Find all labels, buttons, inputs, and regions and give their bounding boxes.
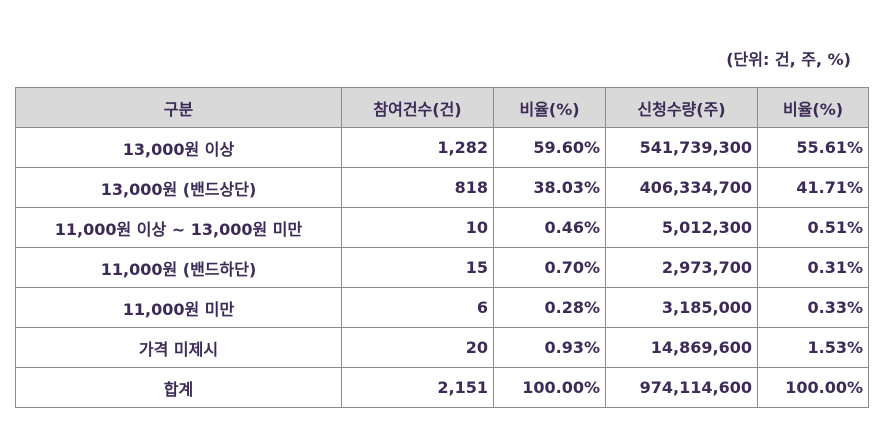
row-count: 15 [341,247,494,288]
table-row: 13,000원 이상 1,282 59.60% 541,739,300 55.6… [15,127,869,168]
unit-note: (단위: 건, 주, %) [726,50,851,69]
row-quantity: 14,869,600 [605,327,758,368]
row-count-ratio: 38.03% [493,167,606,208]
row-label: 가격 미제시 [15,327,342,368]
table-row: 13,000원 (밴드상단) 818 38.03% 406,334,700 41… [15,167,869,208]
total-count: 2,151 [341,367,494,408]
row-label: 11,000원 미만 [15,287,342,328]
row-label: 11,000원 이상 ~ 13,000원 미만 [15,207,342,248]
header-requested-quantity: 신청수량(주) [605,87,758,128]
row-quantity-ratio: 41.71% [757,167,869,208]
row-count: 20 [341,327,494,368]
table-row: 11,000원 (밴드하단) 15 0.70% 2,973,700 0.31% [15,247,869,288]
row-label: 11,000원 (밴드하단) [15,247,342,288]
table-header-row: 구분 참여건수(건) 비율(%) 신청수량(주) 비율(%) [15,87,869,128]
demand-forecast-table: 구분 참여건수(건) 비율(%) 신청수량(주) 비율(%) 13,000원 이… [15,87,869,408]
row-quantity: 406,334,700 [605,167,758,208]
row-count: 818 [341,167,494,208]
header-category: 구분 [15,87,342,128]
total-quantity-ratio: 100.00% [757,367,869,408]
row-quantity: 5,012,300 [605,207,758,248]
row-quantity: 541,739,300 [605,127,758,168]
total-count-ratio: 100.00% [493,367,606,408]
row-quantity: 2,973,700 [605,247,758,288]
row-label: 13,000원 이상 [15,127,342,168]
header-participation-count: 참여건수(건) [341,87,494,128]
row-quantity-ratio: 0.51% [757,207,869,248]
row-count-ratio: 0.70% [493,247,606,288]
header-quantity-ratio: 비율(%) [757,87,869,128]
row-count: 6 [341,287,494,328]
table-row: 가격 미제시 20 0.93% 14,869,600 1.53% [15,327,869,368]
row-quantity-ratio: 0.33% [757,287,869,328]
row-count-ratio: 0.46% [493,207,606,248]
table-row: 11,000원 이상 ~ 13,000원 미만 10 0.46% 5,012,3… [15,207,869,248]
row-quantity-ratio: 55.61% [757,127,869,168]
total-quantity: 974,114,600 [605,367,758,408]
row-quantity: 3,185,000 [605,287,758,328]
total-label: 합계 [15,367,342,408]
row-count: 1,282 [341,127,494,168]
row-quantity-ratio: 1.53% [757,327,869,368]
row-label: 13,000원 (밴드상단) [15,167,342,208]
row-quantity-ratio: 0.31% [757,247,869,288]
row-count-ratio: 0.93% [493,327,606,368]
row-count: 10 [341,207,494,248]
row-count-ratio: 59.60% [493,127,606,168]
table-row: 11,000원 미만 6 0.28% 3,185,000 0.33% [15,287,869,328]
header-count-ratio: 비율(%) [493,87,606,128]
table-total-row: 합계 2,151 100.00% 974,114,600 100.00% [15,367,869,408]
row-count-ratio: 0.28% [493,287,606,328]
